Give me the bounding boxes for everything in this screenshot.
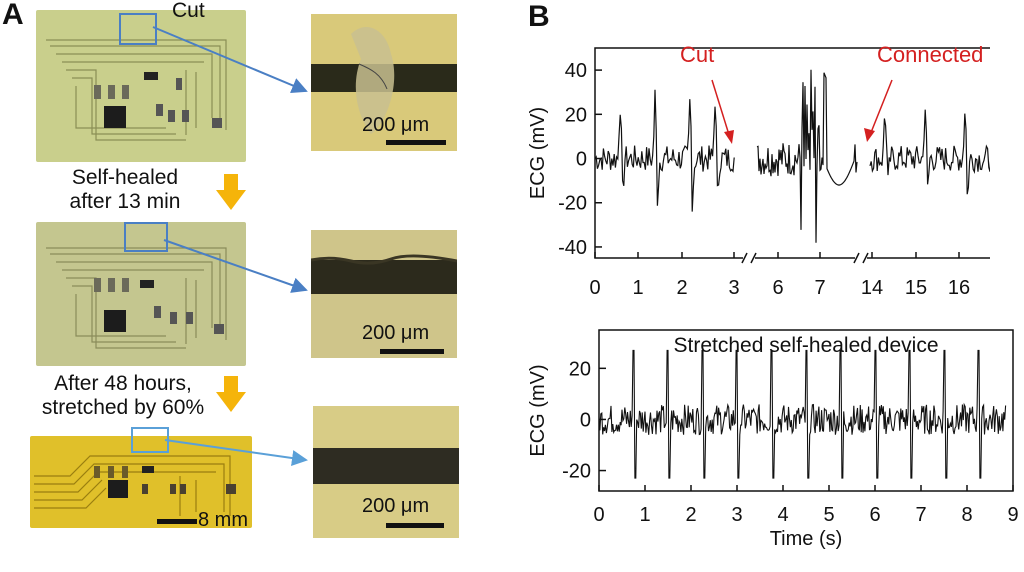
panel-b-letter: B: [528, 0, 550, 33]
panel-a-letter: A: [2, 0, 24, 31]
axis-break-gap: [855, 253, 867, 263]
y-tick-label: 0: [580, 409, 591, 431]
axis-break-gap: [743, 253, 755, 263]
caption-stretched: After 48 hours, stretched by 60%: [22, 372, 224, 420]
x-tick-label: 15: [905, 277, 927, 299]
circuit-board-photo-healed: [36, 222, 246, 366]
caption-line: after 13 min: [69, 190, 181, 213]
x-axis-label: Time (s): [770, 528, 843, 550]
plot-frame: [598, 329, 1014, 492]
x-tick-label: 8: [961, 504, 972, 526]
circuit-board-drawing: [36, 222, 246, 366]
x-tick-label: 1: [632, 277, 643, 299]
y-tick-label: -40: [558, 237, 587, 259]
annotation-connected: Connected: [877, 42, 984, 67]
axis-break-mark: [750, 252, 757, 264]
x-tick-label: 6: [869, 504, 880, 526]
axis-break-mark: [862, 252, 869, 264]
x-tick-label: 1: [639, 504, 650, 526]
cut-arrowhead: [724, 130, 734, 144]
x-tick-label: 7: [814, 277, 825, 299]
micro-scale-bar-1: [386, 140, 446, 145]
y-tick-label: 20: [569, 358, 591, 380]
panel-a-connectors: [152, 26, 308, 466]
micrograph-healed: [311, 230, 457, 358]
x-tick-label: 0: [593, 504, 604, 526]
ecg-trace-segment-2: [756, 69, 858, 243]
down-arrow-icon: [216, 376, 246, 412]
x-tick-label: 4: [777, 504, 788, 526]
micro-scale-label-2: 200 μm: [362, 322, 430, 344]
x-tick-label: 2: [676, 277, 687, 299]
plot-frame: [594, 47, 990, 259]
x-tick-label: 14: [861, 277, 883, 299]
callout-line-stretched: [164, 439, 308, 466]
ecg-trace: [598, 349, 1007, 479]
x-tick-label: 2: [685, 504, 696, 526]
healed-callout-box: [124, 222, 168, 252]
x-tick-label: 16: [948, 277, 970, 299]
x-tick-label: 3: [731, 504, 742, 526]
circuit-board-photo-cut: [36, 10, 246, 162]
connected-arrow: [869, 79, 893, 136]
ecg-trace-segment-3: [869, 109, 990, 195]
callout-line-healed: [163, 239, 308, 293]
micro-scale-label-3: 200 μm: [362, 495, 430, 517]
micro-scale-bar-3: [386, 523, 444, 528]
micrograph-image: [311, 14, 457, 151]
cut-arrow: [711, 79, 731, 139]
micrograph-stretched: [313, 406, 459, 538]
ecg-trace-segment-1: [594, 89, 735, 212]
micrograph-cut: [311, 14, 457, 151]
micro-scale-label-1: 200 μm: [362, 114, 430, 136]
y-axis-label: ECG (mV): [527, 107, 549, 199]
micrograph-image: [311, 230, 457, 358]
board-scale-bar: [157, 519, 197, 524]
x-tick-label: 9: [1007, 504, 1018, 526]
x-tick-label: 0: [589, 277, 600, 299]
annotation-cut: Cut: [680, 42, 715, 67]
x-tick-label: 6: [772, 277, 783, 299]
circuit-board-drawing: [36, 10, 246, 162]
x-tick-label: 7: [915, 504, 926, 526]
y-tick-label: -20: [562, 461, 591, 483]
x-tick-label: 5: [823, 504, 834, 526]
micro-scale-bar-2: [380, 349, 444, 354]
y-tick-label: 0: [576, 149, 587, 171]
y-tick-label: 40: [565, 60, 587, 82]
chart-title: Stretched self-healed device: [674, 334, 939, 357]
connected-arrowhead: [864, 128, 875, 142]
axis-break-mark: [741, 252, 748, 264]
caption-line: Self-healed: [71, 166, 179, 189]
caption-line: stretched by 60%: [41, 396, 205, 419]
y-tick-label: 20: [565, 104, 587, 126]
axis-break-mark: [853, 252, 860, 264]
caption-line: After 48 hours,: [54, 372, 192, 395]
y-tick-label: -20: [558, 193, 587, 215]
board-scale-label: 8 mm: [198, 509, 248, 531]
x-tick-label: 3: [728, 277, 739, 299]
down-arrow-icon: [216, 174, 246, 210]
micrograph-image: [313, 406, 459, 538]
callout-line-cut: [152, 26, 308, 93]
y-axis-label: ECG (mV): [527, 364, 549, 456]
cut-label: Cut: [172, 0, 205, 22]
caption-self-healed: Self-healed after 13 min: [40, 166, 210, 214]
